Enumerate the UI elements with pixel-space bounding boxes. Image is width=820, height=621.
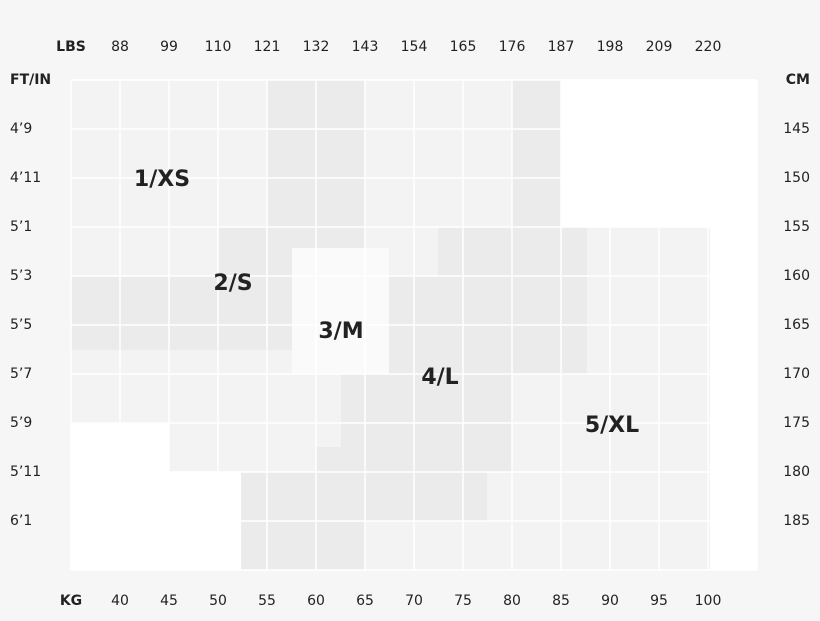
region [710, 227, 757, 570]
cm-tick: 145 [783, 121, 810, 137]
lbs-tick: 176 [499, 39, 526, 55]
ft-tick: 5’11 [10, 464, 41, 480]
cm-tick: 175 [783, 415, 810, 431]
lbs-tick: 143 [352, 39, 379, 55]
region [512, 80, 561, 227]
kg-tick: 80 [503, 593, 521, 609]
ft-tick: 5’3 [10, 268, 32, 284]
cm-label: CM [786, 72, 810, 88]
kg-tick: 90 [601, 593, 619, 609]
size-label: 5/XL [585, 413, 639, 438]
kg-tick: 55 [258, 593, 276, 609]
kg-tick: 65 [356, 593, 374, 609]
lbs-tick: 209 [646, 39, 673, 55]
ft-tick: 5’7 [10, 366, 32, 382]
ft-tick: 6’1 [10, 513, 32, 529]
ft-label: FT/IN [10, 72, 51, 88]
lbs-tick: 165 [450, 39, 477, 55]
cm-tick: 170 [783, 366, 810, 382]
lbs-tick: 187 [548, 39, 575, 55]
cm-tick: 150 [783, 170, 810, 186]
kg-tick: 60 [307, 593, 325, 609]
kg-label: KG [60, 593, 82, 609]
kg-tick: 70 [405, 593, 423, 609]
cm-tick: 180 [783, 464, 810, 480]
lbs-tick: 154 [401, 39, 428, 55]
kg-tick: 85 [552, 593, 570, 609]
lbs-tick: 220 [695, 39, 722, 55]
kg-tick: 75 [454, 593, 472, 609]
cm-tick: 155 [783, 219, 810, 235]
cm-tick: 185 [783, 513, 810, 529]
kg-tick: 100 [695, 593, 722, 609]
lbs-tick: 198 [597, 39, 624, 55]
kg-tick: 40 [111, 593, 129, 609]
lbs-tick: 110 [205, 39, 232, 55]
region [218, 227, 292, 276]
region [292, 248, 389, 374]
lbs-tick: 99 [160, 39, 178, 55]
cm-tick: 160 [783, 268, 810, 284]
ft-tick: 4’9 [10, 121, 32, 137]
region [71, 276, 292, 350]
kg-tick: 45 [160, 593, 178, 609]
lbs-tick: 132 [303, 39, 330, 55]
ft-tick: 5’1 [10, 219, 32, 235]
size-label: 4/L [421, 365, 458, 390]
size-label: 3/M [318, 319, 363, 344]
cm-tick: 165 [783, 317, 810, 333]
lbs-tick: 121 [254, 39, 281, 55]
kg-tick: 95 [650, 593, 668, 609]
kg-tick: 50 [209, 593, 227, 609]
size-label: 2/S [213, 271, 252, 296]
lbs-label: LBS [56, 39, 86, 55]
size-label: 1/XS [134, 167, 190, 192]
ft-tick: 5’5 [10, 317, 32, 333]
lbs-tick: 88 [111, 39, 129, 55]
ft-tick: 5’9 [10, 415, 32, 431]
grid [70, 79, 758, 571]
ft-tick: 4’11 [10, 170, 41, 186]
